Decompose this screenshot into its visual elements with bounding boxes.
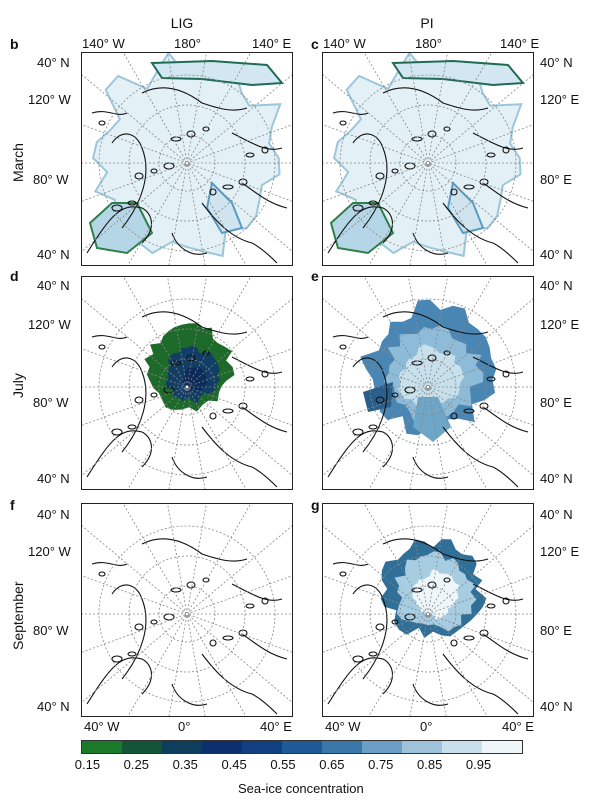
lon-label: 80° E bbox=[540, 623, 572, 638]
lat-label: 40° N bbox=[37, 55, 70, 70]
lon-label: 120° W bbox=[28, 317, 71, 332]
lon-label: 120° W bbox=[28, 92, 71, 107]
map-panel-e bbox=[322, 276, 534, 490]
polar-map bbox=[82, 504, 292, 716]
row-label-september: September bbox=[10, 581, 26, 650]
row-label-july: July bbox=[10, 373, 26, 398]
polar-map bbox=[323, 277, 533, 489]
lon-label: 120° E bbox=[540, 92, 580, 107]
lat-label: 40° N bbox=[540, 247, 573, 262]
colorbar-segment bbox=[442, 741, 482, 753]
colorbar-segment bbox=[362, 741, 402, 753]
colorbar-segment bbox=[82, 741, 122, 753]
lat-label: 40° N bbox=[37, 699, 70, 714]
colorbar-ticks: 0.15 0.25 0.35 0.45 0.55 0.65 0.75 0.85 0.95 bbox=[0, 757, 592, 775]
lat-label: 40° N bbox=[540, 471, 573, 486]
colorbar-segment bbox=[242, 741, 282, 753]
lat-label: 40° N bbox=[37, 278, 70, 293]
polar-map bbox=[82, 53, 292, 265]
lon-label: 40° E bbox=[260, 719, 292, 734]
lon-label: 40° W bbox=[84, 719, 120, 734]
colorbar-tick-label: 0.55 bbox=[270, 757, 296, 772]
colorbar-tick-label: 0.45 bbox=[221, 757, 247, 772]
colorbar-segment bbox=[122, 741, 162, 753]
column-title-pi: PI bbox=[420, 15, 434, 31]
panel-letter-g: g bbox=[311, 497, 320, 513]
colorbar-segment bbox=[162, 741, 202, 753]
lon-label: 40° W bbox=[325, 719, 361, 734]
lon-label: 180° bbox=[174, 36, 201, 51]
lon-label: 120° E bbox=[540, 544, 580, 559]
colorbar-tick-label: 0.35 bbox=[172, 757, 198, 772]
row-label-march: March bbox=[10, 143, 26, 182]
map-panel-g bbox=[322, 503, 534, 717]
column-title-lig: LIG bbox=[170, 15, 194, 31]
colorbar-segment bbox=[282, 741, 322, 753]
colorbar-title: Sea-ice concentration bbox=[238, 781, 364, 796]
colorbar-tick-label: 0.15 bbox=[74, 757, 101, 772]
panel-letter-d: d bbox=[10, 268, 19, 284]
lon-label: 120° W bbox=[28, 544, 71, 559]
colorbar-tick-label: 0.75 bbox=[368, 757, 394, 772]
panel-letter-b: b bbox=[10, 36, 19, 52]
lon-label: 40° E bbox=[502, 719, 534, 734]
lon-label: 140° E bbox=[500, 36, 540, 51]
lat-label: 40° N bbox=[540, 507, 573, 522]
lon-label: 80° W bbox=[33, 172, 69, 187]
map-panel-c bbox=[322, 52, 534, 266]
polar-map bbox=[82, 277, 292, 489]
colorbar bbox=[81, 740, 523, 754]
lon-label: 0° bbox=[420, 719, 433, 734]
colorbar-segment bbox=[202, 741, 242, 753]
colorbar-tick-label: 0.95 bbox=[465, 757, 492, 772]
colorbar-segment bbox=[322, 741, 362, 753]
polar-map bbox=[323, 53, 533, 265]
colorbar-tick-label: 0.65 bbox=[319, 757, 345, 772]
polar-map bbox=[323, 504, 533, 716]
lon-label: 0° bbox=[178, 719, 191, 734]
map-panel-f bbox=[81, 503, 293, 717]
panel-letter-c: c bbox=[311, 36, 319, 52]
lat-label: 40° N bbox=[540, 278, 573, 293]
lon-label: 140° W bbox=[82, 36, 125, 51]
lon-label: 180° bbox=[415, 36, 442, 51]
colorbar-segment bbox=[402, 741, 442, 753]
lat-label: 40° N bbox=[37, 247, 70, 262]
panel-letter-e: e bbox=[311, 268, 319, 284]
lon-label: 80° E bbox=[540, 172, 572, 187]
lon-label: 80° E bbox=[540, 395, 572, 410]
lat-label: 40° N bbox=[540, 699, 573, 714]
lon-label: 120° E bbox=[540, 317, 580, 332]
colorbar-tick-label: 0.85 bbox=[417, 757, 443, 772]
lon-label: 80° W bbox=[33, 395, 69, 410]
lon-label: 140° W bbox=[323, 36, 366, 51]
colorbar-segment bbox=[482, 741, 522, 753]
lon-label: 140° E bbox=[252, 36, 292, 51]
lat-label: 40° N bbox=[37, 507, 70, 522]
map-panel-d bbox=[81, 276, 293, 490]
map-panel-b bbox=[81, 52, 293, 266]
lat-label: 40° N bbox=[540, 55, 573, 70]
lon-label: 80° W bbox=[33, 623, 69, 638]
lat-label: 40° N bbox=[37, 471, 70, 486]
panel-letter-f: f bbox=[10, 497, 15, 513]
colorbar-tick-label: 0.25 bbox=[123, 757, 149, 772]
